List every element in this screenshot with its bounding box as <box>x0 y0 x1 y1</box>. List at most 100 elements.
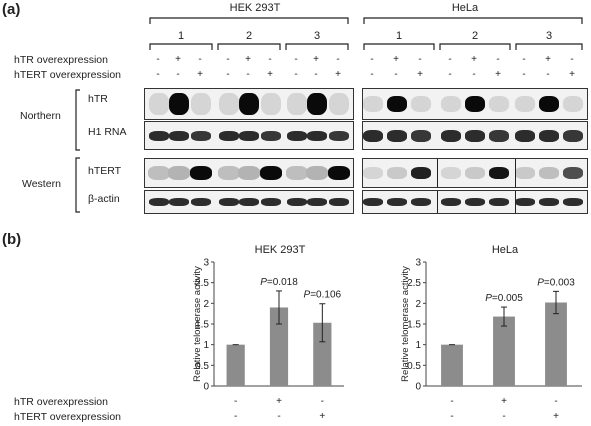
group-num-hela-2: 2 <box>471 30 479 42</box>
gel-hela-actin-divider-0 <box>437 191 438 213</box>
group-num-hek-2: 2 <box>245 30 253 42</box>
gel-hela-h1rna-band-2 <box>411 129 431 142</box>
gel-hek-htr <box>144 88 354 120</box>
group-num-hek-3: 3 <box>313 30 321 42</box>
p-label-0-1: P <box>304 290 311 301</box>
gel-hela-htert-band-1 <box>387 167 407 179</box>
sign-cell0-cond0-lane4: + <box>245 54 251 65</box>
sign-cell1-cond1-lane5: + <box>495 69 501 80</box>
y-tick-label-1-2: 1 <box>415 340 421 351</box>
gel-hela-htr-band-2 <box>411 96 431 112</box>
gel-hek-actin-band-0 <box>149 198 169 206</box>
bracket-hela-2 <box>439 43 511 50</box>
sign-cell1-cond0-lane0: - <box>370 54 374 65</box>
gel-hela-actin-band-3 <box>441 198 461 206</box>
gel-hela-htert-divider-0 <box>437 159 438 187</box>
sign-b-chart1-cond0-bar0: - <box>450 396 454 407</box>
gel-hek-h1rna-band-1 <box>169 130 189 141</box>
gel-hela-htert-band-8 <box>563 167 583 179</box>
y-tick-label-1-5: 2.5 <box>407 278 421 289</box>
gel-hek-h1rna-band-8 <box>329 130 349 141</box>
cond-label-b-htr: hTR overexpression <box>14 396 108 408</box>
gel-hela-htr-band-0 <box>363 96 383 112</box>
sign-cell1-cond1-lane3: - <box>448 69 452 80</box>
y-tick-label-0-0: 0 <box>203 382 209 393</box>
y-axis-label-0: Relative telomerase activity <box>192 266 203 382</box>
bracket-hela-3 <box>515 43 583 50</box>
cond-label-htr: hTR overexpression <box>14 54 108 66</box>
gel-hek-htert-band-4 <box>238 166 260 180</box>
gel-hek-htr-band-6 <box>287 93 307 115</box>
gel-hela-htert-band-5 <box>489 167 509 179</box>
gel-hek-htr-band-2 <box>191 93 211 115</box>
bar-0-1 <box>269 307 289 386</box>
cond-label-b-htert: hTERT overexpression <box>14 411 121 423</box>
gel-hela-htr <box>362 88 588 120</box>
panel-b-label: (b) <box>2 231 22 248</box>
p-label-0-0: P <box>260 277 267 288</box>
sign-b-chart1-cond0-bar1: + <box>501 396 507 407</box>
y-tick-label-1-1: 0.5 <box>407 361 421 372</box>
gel-hek-htr-band-5 <box>261 93 281 115</box>
gel-hela-actin-band-7 <box>539 198 559 206</box>
sign-cell0-cond1-lane6: - <box>294 69 298 80</box>
group-num-hek-1: 1 <box>177 30 185 42</box>
y-tick-label-1-3: 1.5 <box>407 320 421 331</box>
cond-label-htert: hTERT overexpression <box>14 69 121 81</box>
gel-hek-h1rna-band-0 <box>149 130 169 141</box>
sign-cell1-cond0-lane3: - <box>448 54 452 65</box>
group-num-hela-1: 1 <box>395 30 403 42</box>
y-tick-label-0-6: 3 <box>203 258 209 269</box>
gel-hela-h1rna <box>362 121 588 150</box>
sign-cell1-cond1-lane2: + <box>417 69 423 80</box>
blot-row-h1rna: H1 RNA <box>88 126 127 138</box>
gel-hek-h1rna-band-5 <box>261 130 281 141</box>
sign-cell1-cond1-lane7: - <box>546 69 550 80</box>
sign-cell1-cond0-lane7: + <box>545 54 551 65</box>
y-tick-label-0-2: 1 <box>203 340 209 351</box>
blot-row-beta-actin: β-actin <box>88 193 120 205</box>
blot-brackets <box>75 89 80 213</box>
sign-cell0-cond0-lane1: + <box>175 54 181 65</box>
gel-hela-h1rna-band-8 <box>563 129 583 142</box>
sign-b-chart0-cond0-bar0: - <box>233 396 238 407</box>
bar-1-2 <box>545 302 567 386</box>
gel-hela-actin-band-4 <box>465 198 485 206</box>
gel-hek-actin-band-4 <box>239 198 259 206</box>
sign-b-chart1-cond1-bar0: - <box>450 411 454 422</box>
p-number-0-1: =0.106 <box>310 290 341 301</box>
gel-hek-htert-band-5 <box>260 166 282 180</box>
gel-hela-actin-band-5 <box>489 198 509 206</box>
sign-b-chart0-cond1-bar2: + <box>319 411 326 422</box>
gel-hek-actin-band-5 <box>261 198 281 206</box>
p-value-1-0: P=0.005 <box>485 293 523 304</box>
bracket-hek-top <box>149 17 349 24</box>
sign-cell1-cond1-lane8: + <box>569 69 575 80</box>
chart-title-0: HEK 293T <box>255 244 306 256</box>
sign-b-chart0-cond1-bar1: - <box>277 411 281 422</box>
gel-hek-htr-band-1 <box>169 93 189 115</box>
sign-b-chart0-cond1-bar0: - <box>233 411 238 422</box>
group-num-hela-3: 3 <box>545 30 553 42</box>
bracket-hela-1 <box>363 43 435 50</box>
gel-hela-htert-band-7 <box>539 167 559 179</box>
sign-b-chart1-cond0-bar2: - <box>554 396 558 407</box>
sign-cell1-cond0-lane5: - <box>496 54 500 65</box>
y-tick-label-0-1: 0.5 <box>195 361 209 372</box>
gel-hela-actin-band-6 <box>515 198 535 206</box>
sign-cell0-cond1-lane5: + <box>267 69 273 80</box>
sign-cell0-cond1-lane1: - <box>176 69 180 80</box>
y-tick-label-1-0: 0 <box>415 382 421 393</box>
sign-b-chart0-cond0-bar2: - <box>320 396 324 407</box>
gel-hek-actin-band-8 <box>329 198 349 206</box>
gel-hela-actin <box>362 190 588 214</box>
gel-hek-htert-band-0 <box>148 166 170 180</box>
gel-hela-actin-band-1 <box>387 198 407 206</box>
sign-cell0-cond0-lane2: - <box>198 54 202 65</box>
gel-hek-actin <box>144 190 354 214</box>
bracket-hela-top <box>363 17 583 24</box>
gel-hela-htr-band-8 <box>563 96 583 112</box>
gel-hela-htert <box>362 158 588 188</box>
sign-cell0-cond0-lane0: - <box>156 54 160 65</box>
panel-a-label: (a) <box>2 1 21 18</box>
